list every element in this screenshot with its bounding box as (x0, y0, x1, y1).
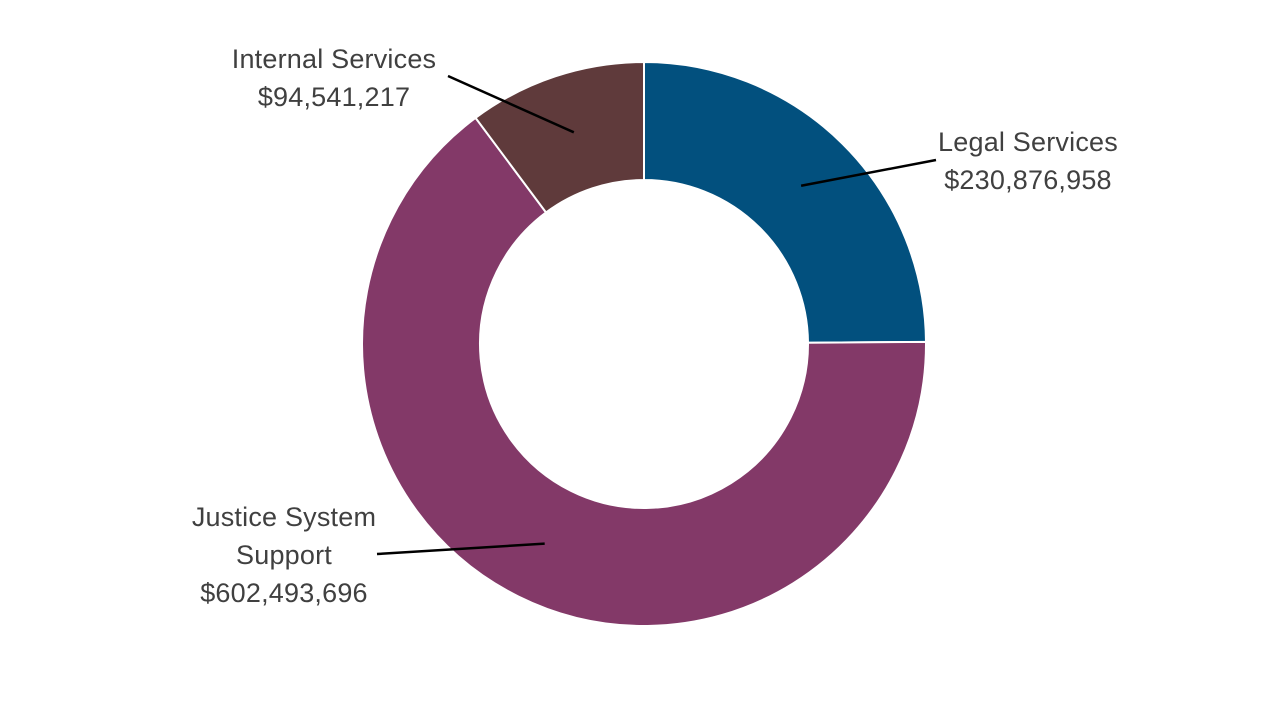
slice-label-justice-system-support: Justice System Support $602,493,696 (174, 498, 394, 612)
slice-name-internal-services: Internal Services (231, 44, 437, 74)
slice-value-legal-services: $230,876,958 (944, 165, 1112, 195)
donut-slice-legal-services (643, 60, 928, 344)
donut-slice-justice-system-support (361, 116, 927, 627)
donut-slice-internal-services (474, 60, 645, 214)
donut-slices (361, 60, 928, 627)
leader-line-legal-services (800, 158, 937, 187)
leader-line-justice-system-support (376, 542, 545, 556)
slice-name-justice-system-support-line1: Justice System (191, 502, 377, 532)
slice-value-justice-system-support: $602,493,696 (200, 578, 368, 608)
slice-label-legal-services: Legal Services $230,876,958 (938, 123, 1118, 199)
leader-lines (376, 74, 937, 556)
slice-label-internal-services: Internal Services $94,541,217 (224, 40, 444, 116)
slice-name-legal-services: Legal Services (938, 127, 1118, 157)
slice-name-justice-system-support-line2: Support (236, 540, 332, 570)
leader-line-internal-services (447, 74, 575, 134)
slice-value-internal-services: $94,541,217 (257, 82, 411, 112)
